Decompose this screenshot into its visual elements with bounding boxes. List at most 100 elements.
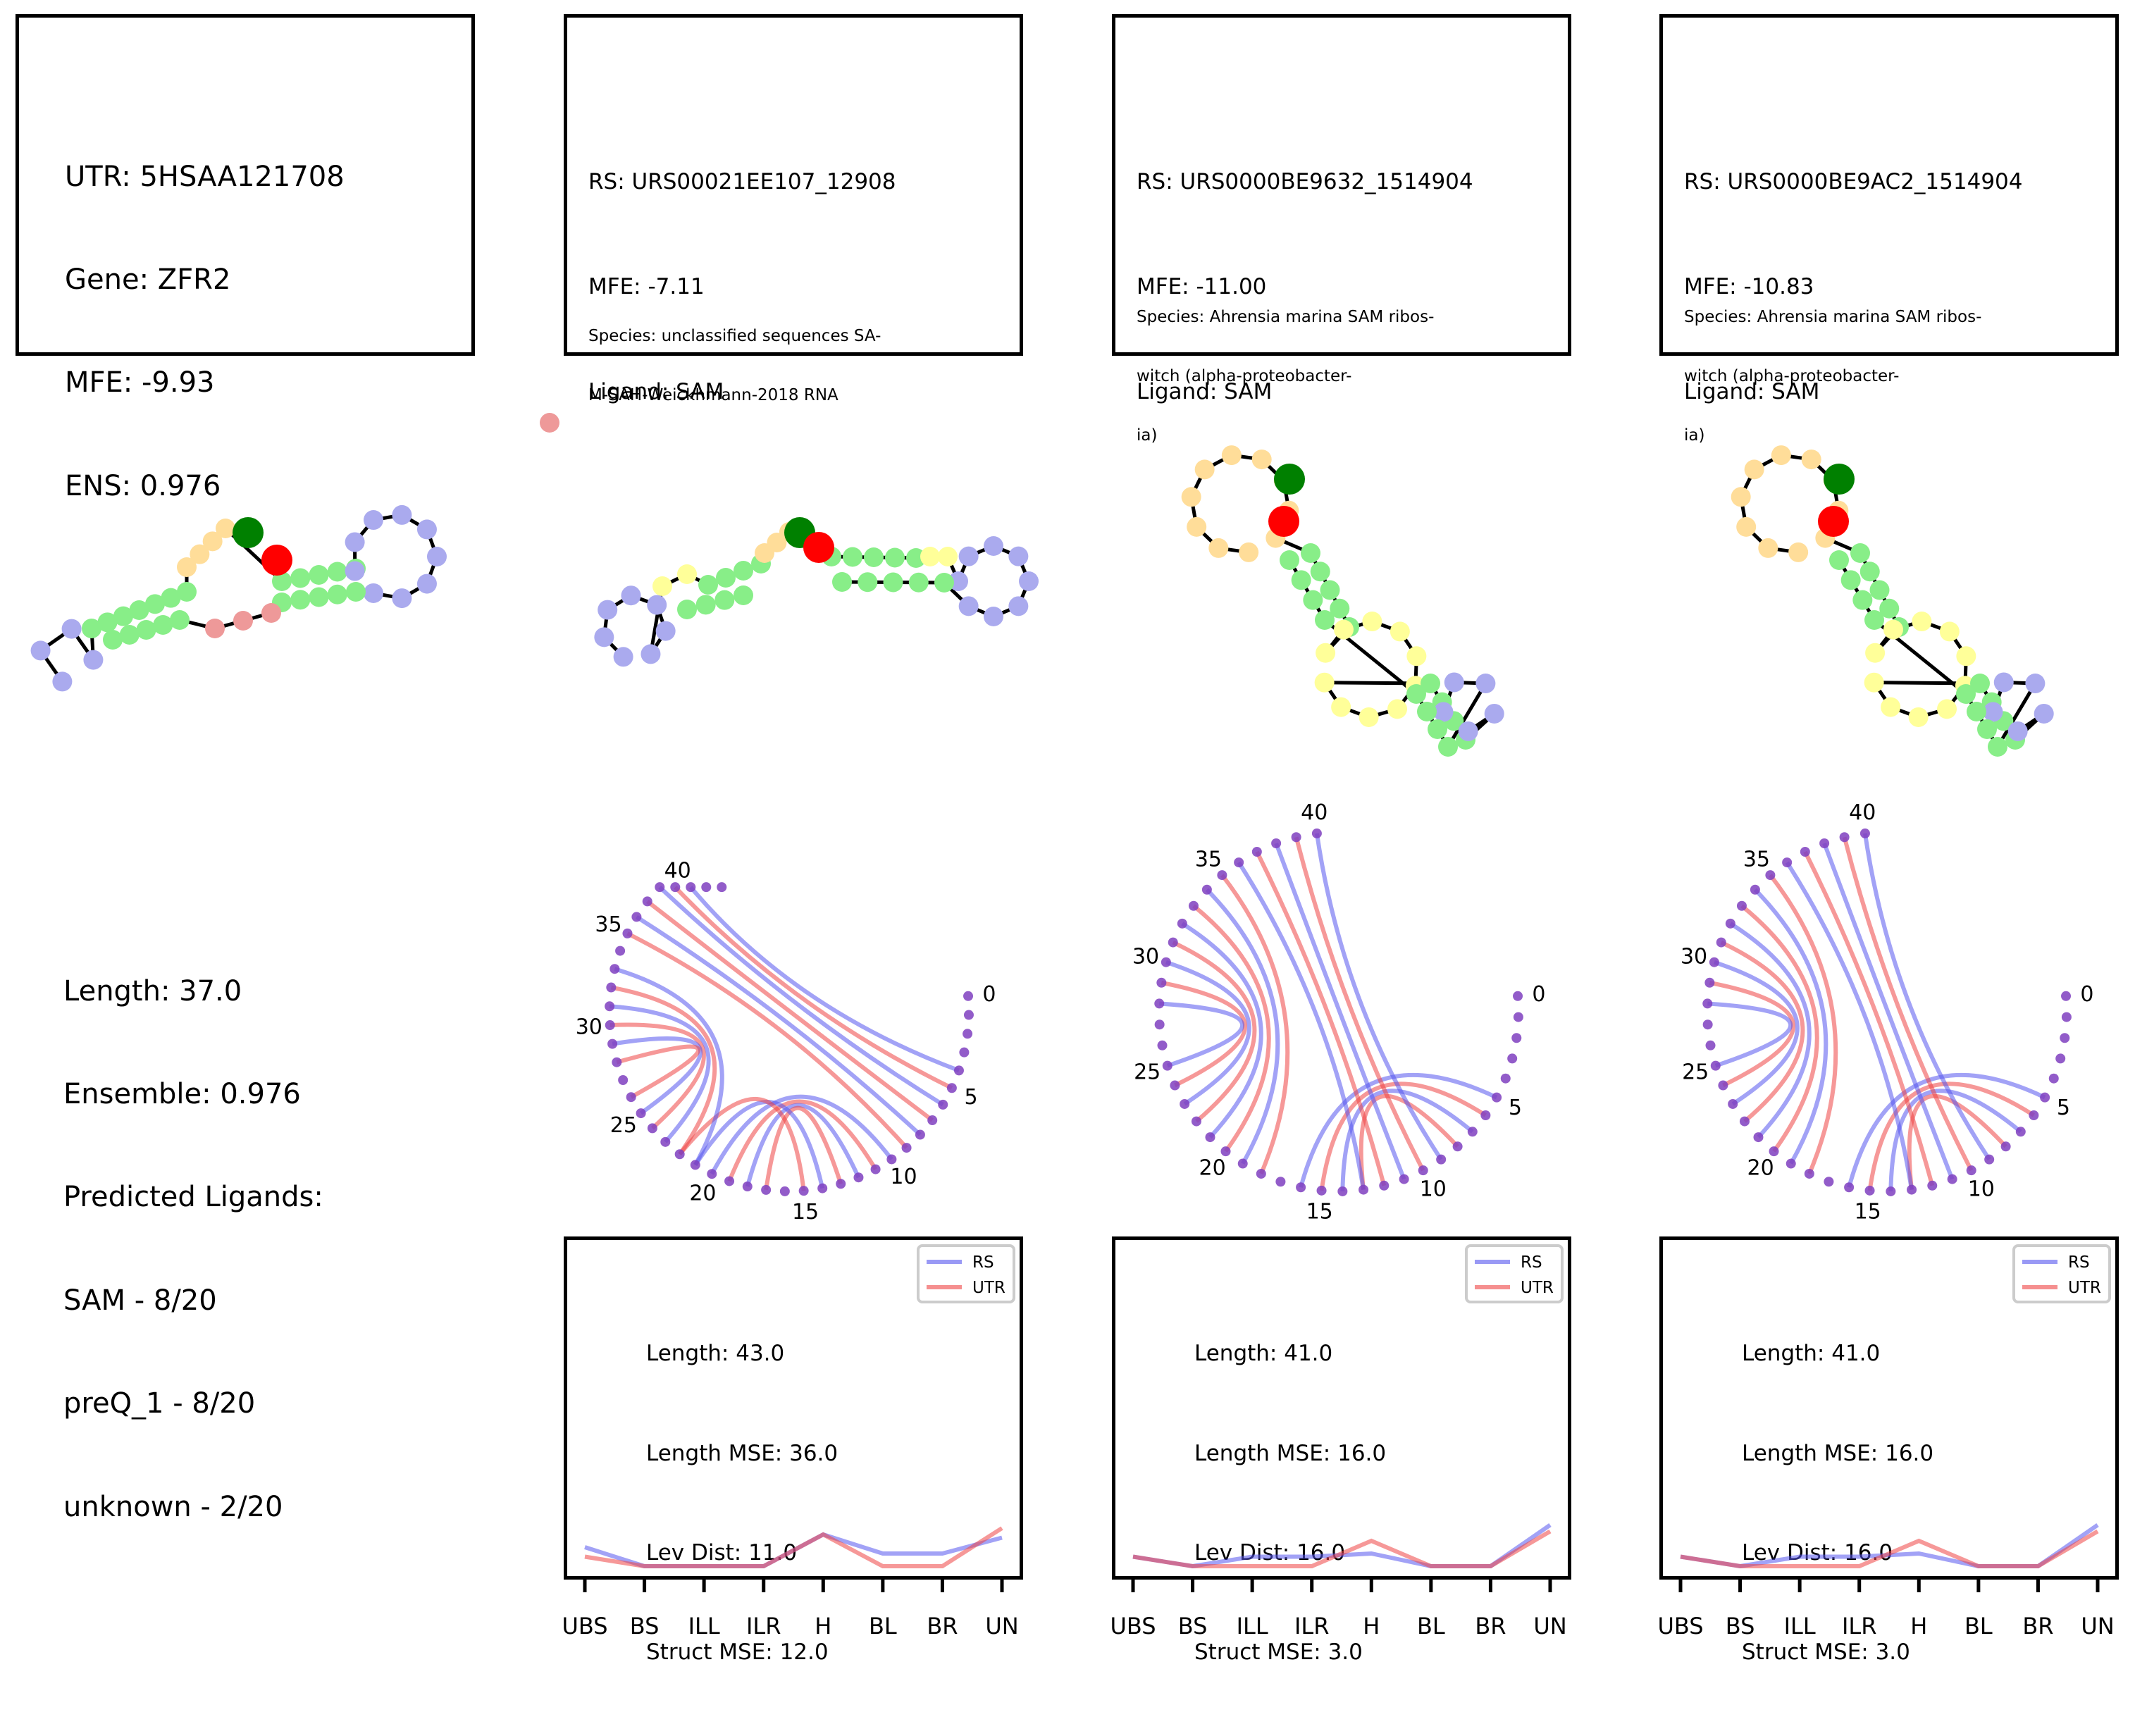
- hairpin-nucleotide: [594, 627, 614, 647]
- arc-node: [636, 1108, 646, 1119]
- pair-arc: [1729, 922, 1812, 1139]
- hairpin-nucleotide: [392, 588, 412, 609]
- pair-arc: [1299, 1072, 1498, 1189]
- arc-node: [1154, 998, 1165, 1009]
- arc-node: [1291, 832, 1301, 843]
- arc-node: [1191, 1116, 1201, 1127]
- arc-node: [761, 1184, 772, 1195]
- bulge-nucleotide: [1788, 542, 1809, 562]
- bulge-nucleotide: [1731, 487, 1751, 507]
- arc-node: [690, 1160, 700, 1170]
- arc-node: [674, 1149, 685, 1160]
- x-tick-label: H: [1910, 1613, 1927, 1639]
- hairpin-nucleotide: [416, 519, 437, 540]
- species-line: witch (alpha-proteobacter-: [1137, 367, 1352, 386]
- arc-node: [724, 1176, 735, 1186]
- rs-species: Species: Ahrensia marina SAM ribos- witc…: [1137, 268, 1434, 485]
- x-tick-label: BR: [2022, 1613, 2053, 1639]
- arc-node: [1359, 1184, 1369, 1195]
- stat-length-mse: Length MSE: 16.0: [1742, 1440, 1934, 1466]
- arc-index-label: 30: [1681, 944, 1707, 969]
- stem-nucleotide: [82, 619, 101, 638]
- hairpin-nucleotide: [1458, 721, 1478, 741]
- legend: RS UTR: [917, 1244, 1015, 1303]
- x-tick-label: BS: [1726, 1613, 1755, 1639]
- interior-nucleotide: [1881, 697, 1901, 717]
- x-tick-label: ILR: [1842, 1613, 1877, 1639]
- arc-node: [1399, 1174, 1409, 1184]
- stem-nucleotide: [309, 565, 329, 585]
- arc-node: [2061, 991, 2072, 1001]
- interior-nucleotide: [1883, 619, 1903, 640]
- arc-node: [607, 1038, 618, 1049]
- hairpin-nucleotide: [1484, 703, 1504, 724]
- arc-index-label: 0: [982, 982, 996, 1007]
- stem-nucleotide: [734, 585, 753, 605]
- stem-nucleotide: [1977, 719, 1997, 739]
- pair-arc: [1319, 1081, 1487, 1191]
- pair-arc: [635, 914, 922, 1136]
- arc-node: [1824, 1177, 1834, 1187]
- arc-index-label: 5: [2057, 1096, 2070, 1120]
- arc-node: [779, 1186, 790, 1196]
- stem-nucleotide: [714, 590, 735, 610]
- stem-nucleotide: [327, 562, 347, 582]
- x-tick-label: H: [815, 1613, 831, 1639]
- end-marker: [1268, 506, 1299, 537]
- arc-node: [1819, 838, 1830, 848]
- pair-arc: [1192, 904, 1271, 1153]
- pair-arc: [1220, 874, 1290, 1175]
- hairpin-nucleotide: [392, 504, 412, 525]
- arc-node: [1234, 857, 1244, 868]
- arc-node: [2048, 1073, 2059, 1084]
- arc-node: [927, 1115, 938, 1126]
- series-line-rs: [1680, 1523, 2099, 1569]
- arc-index-label: 5: [1509, 1096, 1522, 1120]
- stem-nucleotide: [832, 572, 852, 592]
- stem-nucleotide: [908, 572, 929, 593]
- hairpin-nucleotide: [427, 547, 447, 566]
- arc-node: [1156, 977, 1167, 988]
- arc-node: [1739, 1116, 1750, 1127]
- arc-node: [618, 1074, 629, 1085]
- stem-nucleotide: [1301, 543, 1320, 563]
- rs-mfe: MFE: -11.00: [1137, 273, 1267, 299]
- species-line: ia): [1137, 426, 1158, 445]
- pair-arc: [1205, 888, 1280, 1165]
- arc-node: [1966, 1165, 1976, 1176]
- arc-node: [901, 1143, 912, 1153]
- arc-node: [1705, 1040, 1716, 1050]
- x-tick-label: BL: [869, 1613, 897, 1639]
- bulge-nucleotide: [1208, 538, 1229, 558]
- stem-nucleotide: [843, 547, 862, 567]
- x-tick-label: UN: [1533, 1613, 1566, 1639]
- pair-arc: [1888, 1089, 2022, 1192]
- series-line-rs: [1132, 1523, 1552, 1569]
- arc-node: [1170, 1080, 1180, 1091]
- arc-node: [1765, 870, 1776, 881]
- line-chart-3: UBS BS ILL ILR H BL BR UN RS UTR: [1657, 1244, 2115, 1639]
- mfe-line: MFE: -9.93: [65, 366, 215, 399]
- arc-node: [605, 1001, 615, 1012]
- utr-info-box: UTR: 5HSAA121708 Gene: ZFR2 MFE: -9.93 E…: [16, 14, 475, 502]
- pair-arc: [1867, 1081, 2035, 1191]
- arc-node: [615, 946, 626, 956]
- arc-node: [1177, 918, 1187, 929]
- arc-node: [1217, 870, 1227, 881]
- stem-nucleotide: [864, 547, 884, 567]
- pair-arc: [678, 1096, 806, 1191]
- interior-nucleotide: [1912, 612, 1932, 632]
- arc-node: [642, 896, 652, 907]
- arc-diagram-1: 0 5 10 15 20 25 30 35 40: [576, 859, 996, 1224]
- utr-line: UTR: 5HSAA121708: [65, 160, 345, 193]
- ligand-sam: SAM - 8/20: [63, 1284, 217, 1317]
- pair-arc: [1740, 904, 1819, 1153]
- hairpin-nucleotide: [52, 671, 73, 692]
- pair-arc: [614, 967, 724, 1166]
- arc-node: [938, 1099, 948, 1110]
- arc-node: [670, 882, 681, 893]
- stats-text: Length: 43.0 Length MSE: 36.0 Lev Dist: …: [646, 1271, 838, 1736]
- arc-index-label: 35: [1743, 847, 1770, 872]
- stem-nucleotide: [1428, 719, 1447, 739]
- pair-arc: [1862, 833, 1991, 1161]
